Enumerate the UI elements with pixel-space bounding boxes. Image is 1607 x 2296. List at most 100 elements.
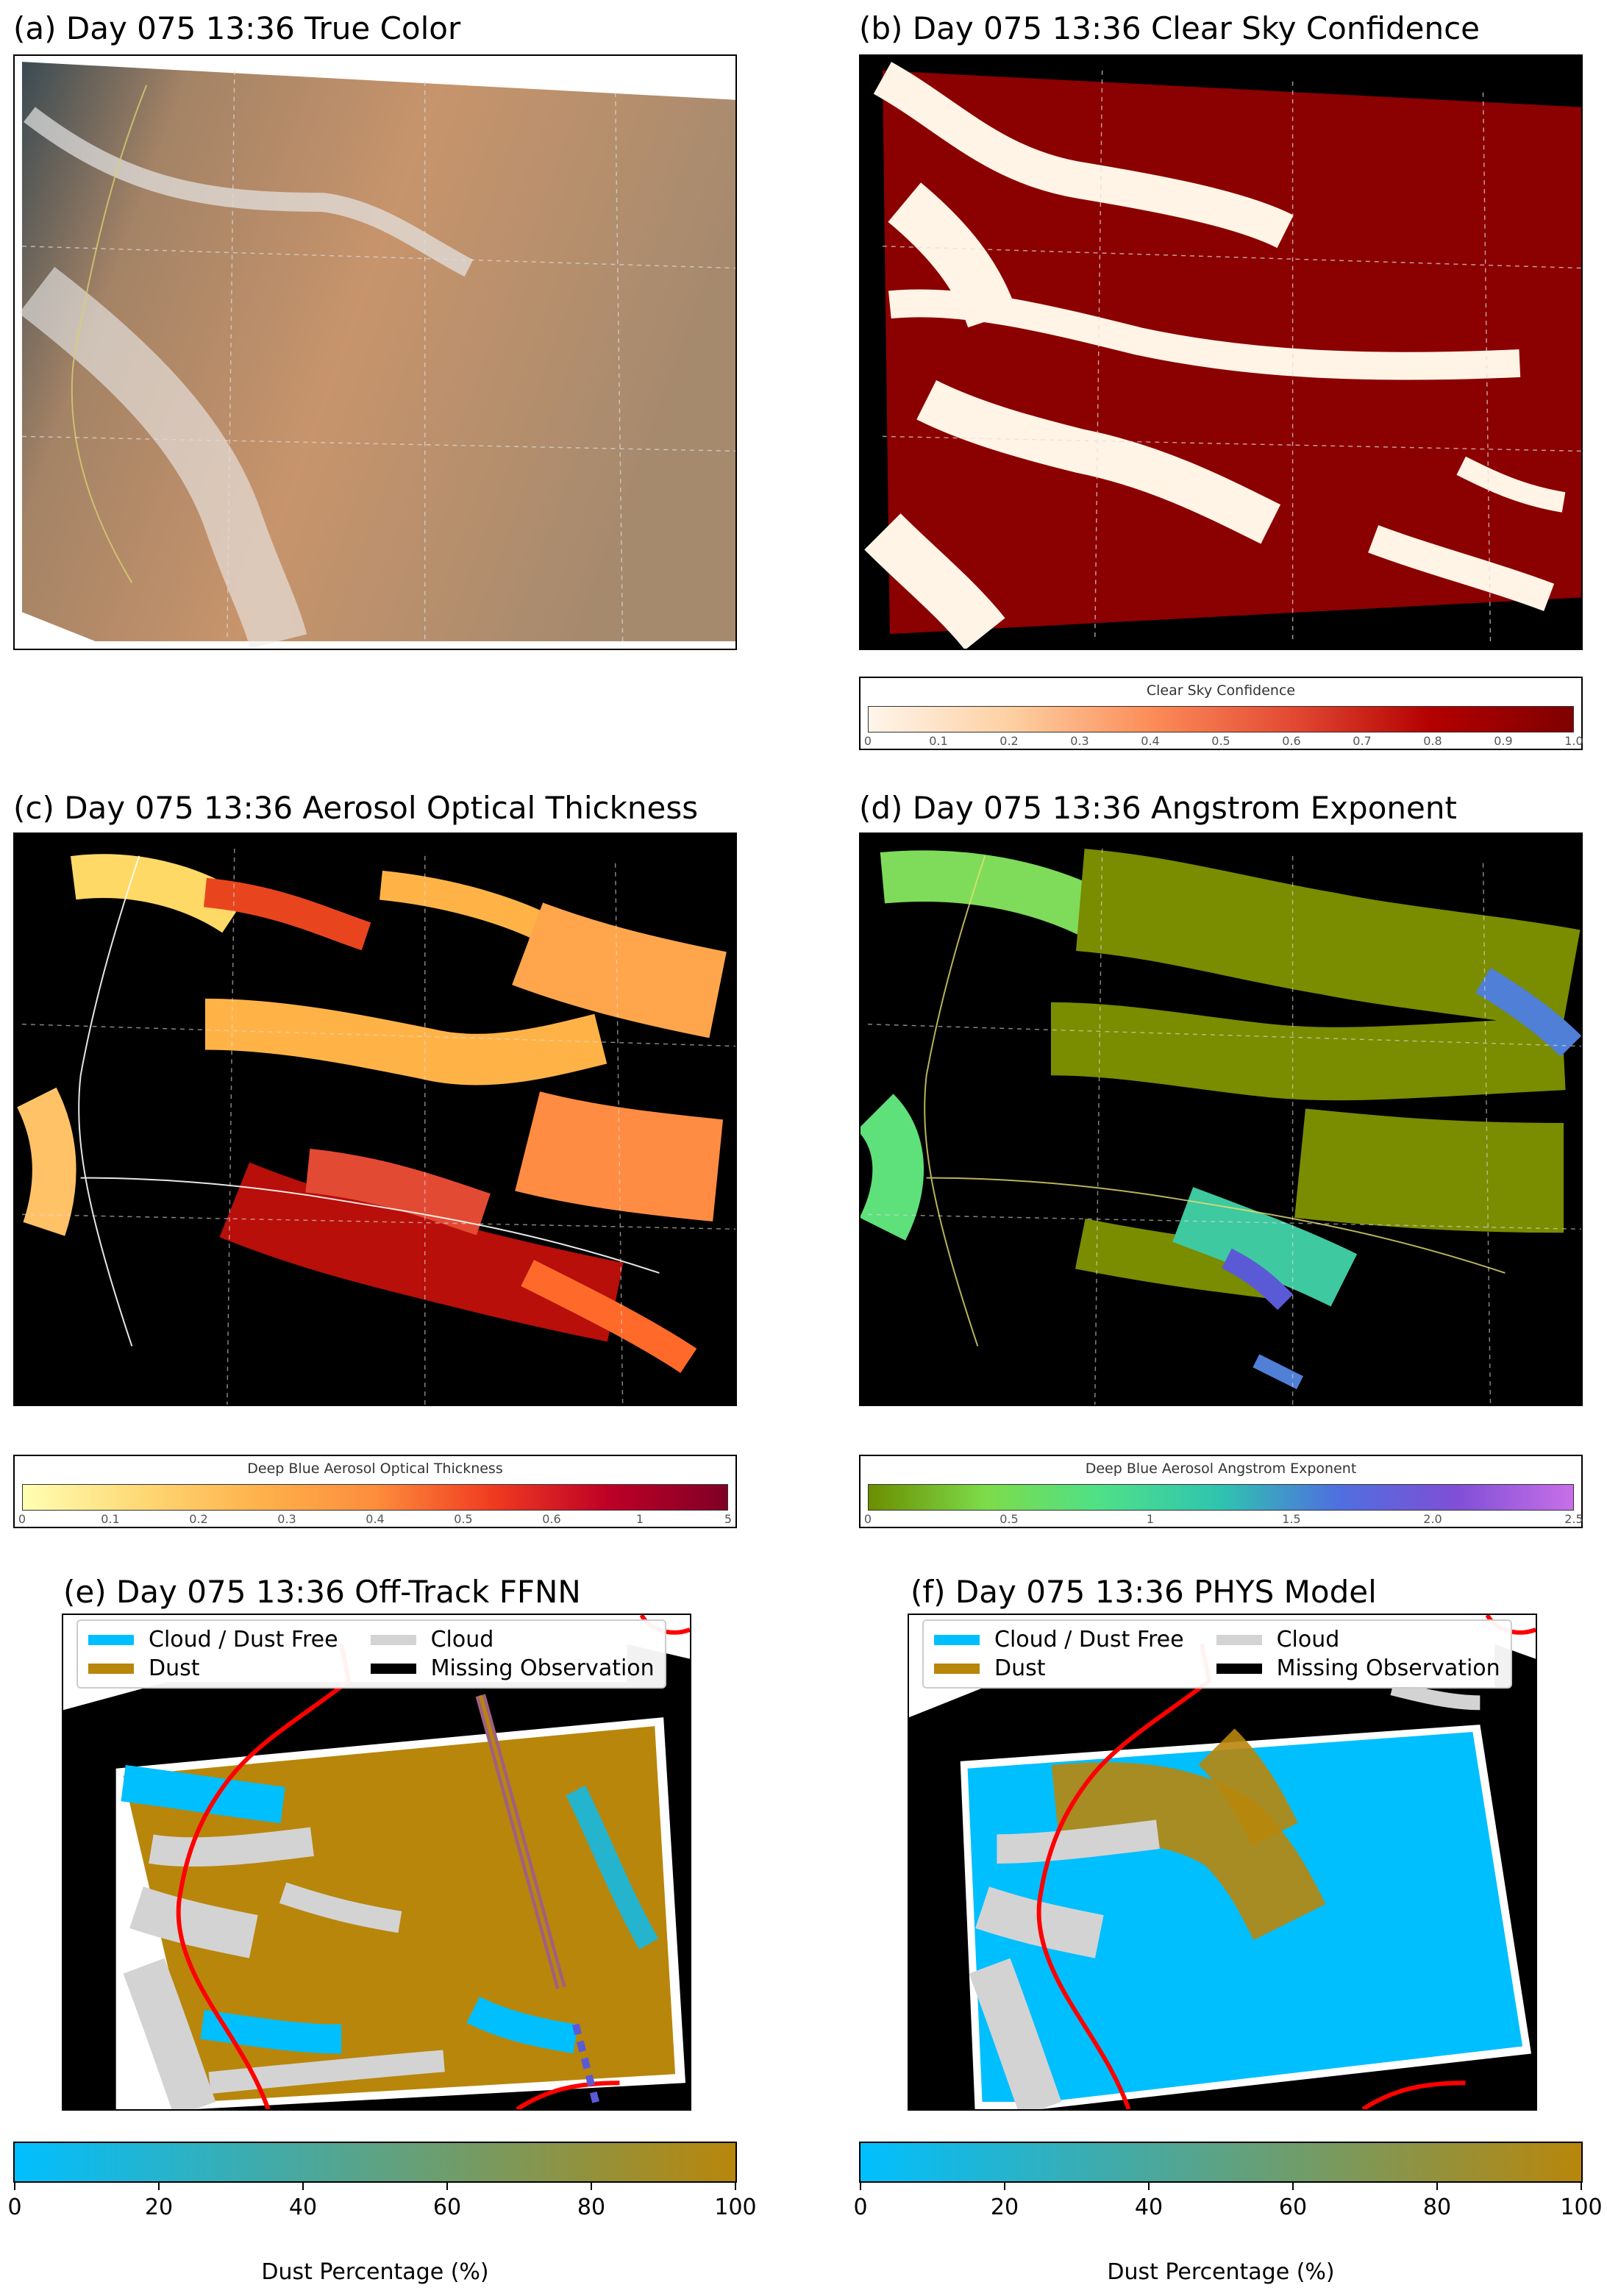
legend-cloud-dust-free-label: Cloud / Dust Free — [994, 1627, 1184, 1653]
legend-dust-label: Dust — [149, 1655, 200, 1681]
legend-cloud: Cloud — [1216, 1627, 1500, 1653]
colorbar-csc-tick: 1.0 — [1564, 734, 1583, 748]
colorbar-ae-gradient — [868, 1484, 1574, 1511]
legend-dust-label: Dust — [994, 1655, 1046, 1681]
legend-missing-label: Missing Observation — [1276, 1655, 1500, 1681]
panel-f-title: (f) Day 075 13:36 PHYS Model — [911, 1574, 1377, 1610]
colorbar-ae-tick: 2.5 — [1564, 1512, 1583, 1526]
legend-dust: Dust — [934, 1655, 1184, 1681]
colorbar-dust-right-tickmark — [1436, 2183, 1438, 2190]
colorbar-aot-tick: 0 — [18, 1512, 26, 1526]
legend-cloud-dust-free-label: Cloud / Dust Free — [149, 1627, 338, 1653]
panel-f-legend: Cloud / Dust Free Cloud Dust Missing Obs… — [922, 1619, 1512, 1689]
panel-b-clear-sky-confidence-map — [859, 54, 1583, 650]
colorbar-dust-right-tick: 80 — [1422, 2195, 1452, 2220]
swatch-missing — [370, 1663, 416, 1674]
colorbar-aot-tick: 0.3 — [277, 1512, 296, 1526]
colorbar-csc-tick: 0.7 — [1353, 734, 1372, 748]
legend-cloud-dust-free: Cloud / Dust Free — [88, 1627, 338, 1653]
colorbar-dust-left-tick: 0 — [7, 2195, 22, 2220]
swatch-dust — [88, 1663, 134, 1674]
panel-a-true-color-image — [13, 54, 737, 650]
colorbar-ae-tick: 0.5 — [1000, 1512, 1019, 1526]
colorbar-dust-left-tick: 100 — [714, 2195, 757, 2220]
colorbar-csc-title: Clear Sky Confidence — [1146, 682, 1296, 699]
colorbar-dust-right-tickmark — [1004, 2183, 1005, 2190]
colorbar-aot-tick: 5 — [724, 1512, 733, 1526]
colorbar-aot-tick: 1 — [635, 1512, 644, 1526]
legend-dust: Dust — [88, 1655, 338, 1681]
colorbar-csc-tick: 0.1 — [929, 734, 948, 748]
panel-d-angstrom-map — [859, 833, 1583, 1406]
colorbar-dust-left-title: Dust Percentage (%) — [261, 2259, 489, 2285]
colorbar-dust-left-tick: 20 — [144, 2195, 174, 2220]
colorbar-aot-title: Deep Blue Aerosol Optical Thickness — [247, 1461, 503, 1477]
colorbar-dust-left-tickmark — [14, 2183, 15, 2190]
colorbar-aot: Deep Blue Aerosol Optical Thickness 0 0.1… — [13, 1455, 737, 1528]
colorbar-dust-right-tick: 20 — [990, 2195, 1019, 2220]
colorbar-dust-left-tick: 40 — [288, 2195, 318, 2220]
colorbar-aot-tick: 0.5 — [454, 1512, 473, 1526]
colorbar-aot-tick: 0.6 — [542, 1512, 561, 1526]
colorbar-dust-right — [859, 2142, 1583, 2183]
colorbar-dust-left-tickmark — [735, 2183, 736, 2190]
colorbar-csc-tick: 0.5 — [1211, 734, 1230, 748]
colorbar-csc-tick: 0.4 — [1141, 734, 1160, 748]
swatch-cloud — [370, 1634, 416, 1645]
colorbar-ae-tick: 2.0 — [1423, 1512, 1442, 1526]
colorbar-dust-left-tickmark — [302, 2183, 304, 2190]
colorbar-aot-tick: 0.1 — [101, 1512, 120, 1526]
colorbar-csc-tick: 0.8 — [1423, 734, 1442, 748]
colorbar-dust-left — [13, 2142, 737, 2183]
colorbar-aot-tick: 0.2 — [189, 1512, 208, 1526]
colorbar-csc-tick: 0 — [863, 734, 872, 748]
swatch-cloud-dust-free — [88, 1634, 134, 1645]
swatch-cloud-dust-free — [934, 1634, 980, 1645]
colorbar-angstrom: Deep Blue Aerosol Angstrom Exponent 0 0.5… — [859, 1455, 1583, 1528]
legend-missing: Missing Observation — [1216, 1655, 1500, 1681]
swatch-dust — [934, 1663, 980, 1674]
colorbar-dust-left-tickmark — [158, 2183, 160, 2190]
colorbar-csc-gradient — [868, 706, 1574, 732]
swatch-cloud — [1216, 1634, 1262, 1645]
colorbar-dust-right-title: Dust Percentage (%) — [1107, 2259, 1335, 2285]
colorbar-ae-title: Deep Blue Aerosol Angstrom Exponent — [1085, 1461, 1357, 1477]
colorbar-dust-right-tick: 40 — [1134, 2195, 1164, 2220]
legend-missing: Missing Observation — [370, 1655, 655, 1681]
panel-a-title: (a) Day 075 13:36 True Color — [13, 10, 461, 46]
panel-f-phys-map: Cloud / Dust Free Cloud Dust Missing Obs… — [908, 1614, 1537, 2111]
colorbar-ae-tick: 0 — [863, 1512, 872, 1526]
legend-cloud-dust-free: Cloud / Dust Free — [934, 1627, 1184, 1653]
colorbar-dust-left-tickmark — [446, 2183, 448, 2190]
colorbar-ae-tick: 1 — [1146, 1512, 1155, 1526]
panel-e-ffnn-map: Cloud / Dust Free Cloud Dust Missing Obs… — [62, 1614, 691, 2111]
colorbar-csc-tick: 0.2 — [1000, 734, 1019, 748]
legend-cloud-label: Cloud — [430, 1627, 494, 1653]
colorbar-clear-sky-confidence: Clear Sky Confidence 0 0.1 0.2 0.3 0.4 0.5 0.6… — [859, 677, 1583, 750]
colorbar-csc-tick: 0.9 — [1494, 734, 1513, 748]
swatch-missing — [1216, 1663, 1262, 1674]
panel-e-title: (e) Day 075 13:36 Off-Track FFNN — [63, 1574, 581, 1610]
legend-missing-label: Missing Observation — [430, 1655, 655, 1681]
colorbar-dust-right-tick: 60 — [1278, 2195, 1308, 2220]
colorbar-aot-gradient — [22, 1484, 728, 1511]
panel-b-title: (b) Day 075 13:36 Clear Sky Confidence — [859, 10, 1480, 46]
colorbar-dust-left-tickmark — [591, 2183, 592, 2190]
colorbar-csc-tick: 0.6 — [1282, 734, 1301, 748]
legend-cloud: Cloud — [370, 1627, 655, 1653]
colorbar-ae-tick: 1.5 — [1282, 1512, 1301, 1526]
colorbar-aot-tick: 0.4 — [366, 1512, 385, 1526]
colorbar-dust-right-tick: 100 — [1560, 2195, 1603, 2220]
colorbar-dust-right-tick: 0 — [853, 2195, 868, 2220]
colorbar-dust-left-tick: 60 — [432, 2195, 462, 2220]
panel-e-legend: Cloud / Dust Free Cloud Dust Missing Obs… — [76, 1619, 666, 1689]
panel-c-aot-map — [13, 833, 737, 1406]
colorbar-dust-right-tickmark — [1148, 2183, 1150, 2190]
panel-c-title: (c) Day 075 13:36 Aerosol Optical Thickn… — [13, 790, 699, 826]
legend-cloud-label: Cloud — [1276, 1627, 1340, 1653]
colorbar-dust-right-tickmark — [1292, 2183, 1294, 2190]
colorbar-dust-left-tick: 80 — [577, 2195, 606, 2220]
panel-d-title: (d) Day 075 13:36 Angstrom Exponent — [859, 790, 1457, 826]
colorbar-dust-right-tickmark — [1581, 2183, 1582, 2190]
colorbar-csc-tick: 0.3 — [1070, 734, 1089, 748]
